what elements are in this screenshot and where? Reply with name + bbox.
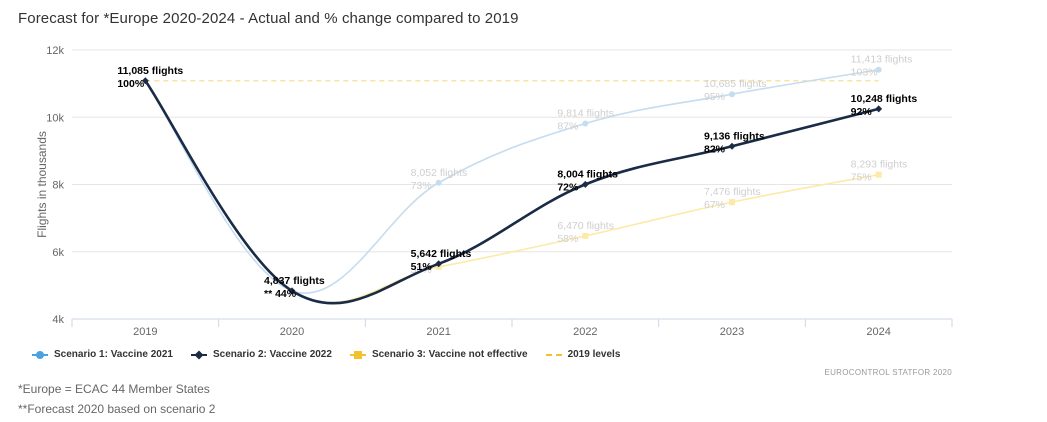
point-label-percent: 92%: [851, 106, 873, 118]
point-label-percent: 67%: [704, 199, 725, 211]
data-point: [581, 180, 589, 188]
legend-item-scenario-3[interactable]: Scenario 3: Vaccine not effective: [349, 349, 528, 360]
data-point: [582, 120, 589, 127]
data-point: [435, 179, 442, 186]
data-point: [729, 91, 735, 98]
x-tick-label: 2024: [866, 326, 890, 338]
data-point: [729, 199, 735, 206]
legend: Scenario 1: Vaccine 2021 Scenario 2: Vac…: [32, 349, 620, 360]
y-tick-label: 4k: [52, 314, 64, 326]
x-tick-label: 2023: [720, 326, 744, 338]
y-tick-label: 8k: [52, 180, 64, 192]
point-label-flights: 5,642 flights: [411, 248, 472, 260]
credits: EUROCONTROL STATFOR 2020: [824, 368, 952, 377]
data-point: [875, 105, 883, 113]
point-label-flights: 10,248 flights: [851, 93, 918, 105]
x-tick-label: 2019: [133, 326, 157, 338]
data-point: [435, 260, 443, 268]
point-label-flights: 4,837 flights: [264, 275, 325, 287]
series-line-1: [144, 68, 879, 294]
point-label-flights: 6,470 flights: [557, 220, 614, 232]
legend-label: Scenario 2: Vaccine 2022: [212, 349, 332, 360]
line-chart: 4k 6k 8k 10k 12k 2019 2020 2021 2022 2023 2024 Flig…: [35, 45, 953, 338]
data-point: [141, 77, 149, 85]
legend-label: 2019 levels: [567, 349, 621, 360]
point-label-flights: 8,004 flights: [557, 168, 618, 180]
point-label-flights: 7,476 flights: [704, 186, 761, 198]
point-label-percent: 72%: [557, 181, 579, 193]
footnote-forecast: **Forecast 2020 based on scenario 2: [18, 402, 216, 416]
point-label-flights: 9,814 flights: [557, 108, 614, 120]
y-axis-title: Flights in thousands: [35, 131, 49, 238]
legend-item-2019-levels[interactable]: 2019 levels: [545, 349, 621, 360]
point-label-flights: 8,293 flights: [851, 159, 908, 171]
point-label-flights: 11,085 flights: [117, 65, 183, 77]
legend-circle-icon: [32, 350, 48, 359]
x-tick-label: 2020: [280, 326, 304, 338]
data-point: [728, 142, 736, 150]
point-label-percent: 95%: [704, 91, 725, 103]
point-label-percent: 75%: [851, 172, 872, 184]
y-tick-label: 12k: [46, 45, 64, 57]
data-point: [875, 66, 882, 73]
legend-label: Scenario 1: Vaccine 2021: [54, 349, 173, 360]
series-line-2: [144, 80, 879, 305]
legend-dash-icon: [545, 351, 562, 359]
legend-item-scenario-2[interactable]: Scenario 2: Vaccine 2022: [190, 349, 332, 360]
legend-item-scenario-1[interactable]: Scenario 1: Vaccine 2021: [32, 349, 173, 360]
point-label-percent: 51%: [411, 261, 433, 273]
legend-diamond-icon: [190, 349, 207, 360]
legend-square-icon: [349, 350, 366, 359]
footnote-europe: *Europe = ECAC 44 Member States: [18, 382, 210, 396]
point-label-flights: 10,685 flights: [704, 78, 766, 90]
point-label-percent: 100%: [117, 78, 145, 90]
point-label-flights: 9,136 flights: [704, 130, 765, 142]
point-label-percent: 87%: [557, 121, 578, 133]
point-label-flights: 11,413 flights: [851, 54, 913, 66]
point-label-flights: 8,052 flights: [411, 167, 468, 179]
y-tick-label: 10k: [46, 112, 64, 124]
series-line-3: [144, 80, 879, 304]
x-tick-label: 2022: [573, 326, 597, 338]
point-label-percent: 58%: [557, 233, 578, 245]
data-point: [875, 171, 882, 178]
point-label-percent: ** 44%: [264, 288, 297, 300]
chart-title: Forecast for *Europe 2020-2024 - Actual …: [18, 10, 519, 27]
data-point: [288, 287, 296, 295]
y-tick-label: 6k: [52, 247, 64, 259]
point-label-percent: 103%: [851, 67, 878, 79]
data-point: [582, 232, 589, 239]
x-tick-label: 2021: [426, 326, 450, 338]
legend-label: Scenario 3: Vaccine not effective: [371, 349, 528, 360]
point-label-percent: 82%: [704, 143, 726, 155]
point-label-percent: 73%: [411, 180, 432, 192]
